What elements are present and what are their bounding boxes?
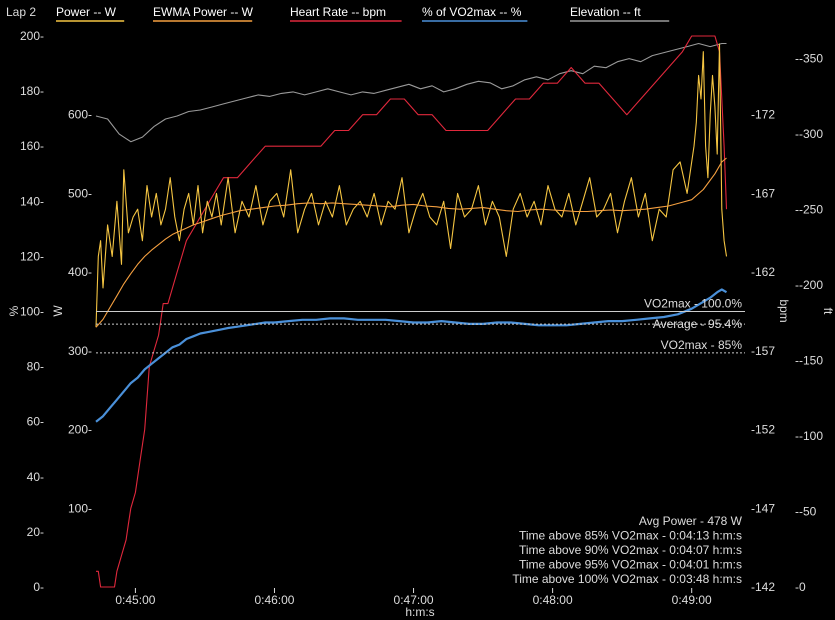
y-tick-label-elev: --200 bbox=[795, 278, 823, 292]
y-axis-label-elev: ft bbox=[821, 308, 835, 315]
y-tick-label-hr: -147 bbox=[751, 501, 775, 515]
series-line bbox=[95, 157, 727, 328]
legend-label: Power -- W bbox=[56, 5, 117, 19]
legend-label: Heart Rate -- bpm bbox=[290, 5, 386, 19]
annotation-text: Time above 95% VO2max - 0:04:01 h:m:s bbox=[519, 558, 742, 572]
legend-label: % of VO2max -- % bbox=[422, 5, 522, 19]
series-group bbox=[95, 35, 728, 588]
y-tick-label-elev: -0 bbox=[795, 580, 806, 594]
y-tick-label-power: 400- bbox=[68, 265, 92, 279]
legend: Power -- W EWMA Power -- W Heart Rate -- b… bbox=[56, 5, 670, 22]
y-tick-label-elev: --150 bbox=[795, 354, 823, 368]
reference-line-label: VO2max - 85% bbox=[661, 338, 743, 352]
series-line bbox=[95, 42, 727, 143]
x-tick-label: 0:48:00 bbox=[533, 593, 573, 607]
y-tick-label-pct: 80- bbox=[27, 360, 44, 374]
y-tick-label-hr: -162 bbox=[751, 265, 775, 279]
x-tick-label: 0:46:00 bbox=[254, 593, 294, 607]
x-tick-label: 0:49:00 bbox=[672, 593, 712, 607]
y-tick-label-pct: 140- bbox=[20, 194, 44, 208]
x-tick-label: 0:45:00 bbox=[115, 593, 155, 607]
y-tick-label-pct: 20- bbox=[27, 525, 44, 539]
y-tick-label-hr: -152 bbox=[751, 423, 775, 437]
y-tick-label-power: 300- bbox=[68, 344, 92, 358]
y-axis-label-hr: bpm bbox=[777, 299, 791, 322]
annotation-text: Avg Power - 478 W bbox=[639, 514, 743, 528]
reference-lines: VO2max - 100.0% Average - 95.4% VO2max - 8… bbox=[96, 297, 745, 354]
y-tick-label-pct: 60- bbox=[27, 415, 44, 429]
chart-title: Lap 2 bbox=[6, 5, 36, 19]
y-tick-label-elev: --300 bbox=[795, 127, 823, 141]
y-tick-label-hr: -167 bbox=[751, 186, 775, 200]
series-line bbox=[95, 288, 728, 423]
y-tick-label-pct: 200- bbox=[20, 29, 44, 43]
reference-line-label: VO2max - 100.0% bbox=[644, 297, 742, 311]
y-tick-label-power: 500- bbox=[68, 186, 92, 200]
y-tick-label-hr: -172 bbox=[751, 108, 775, 122]
series-line bbox=[96, 35, 728, 588]
axes: 0- 20- 40- 60- 80- 100- 120- 140- 160- 180- 200- 10… bbox=[7, 29, 835, 607]
y-axis-label-pct: % bbox=[7, 305, 21, 316]
y-tick-label-elev: --250 bbox=[795, 203, 823, 217]
y-tick-label-hr: -142 bbox=[751, 580, 775, 594]
y-tick-label-elev: --350 bbox=[795, 52, 823, 66]
y-tick-label-elev: --50 bbox=[795, 505, 817, 519]
y-tick-label-elev: --100 bbox=[795, 429, 823, 443]
y-tick-label-power: 200- bbox=[68, 423, 92, 437]
annotation-text: Time above 100% VO2max - 0:03:48 h:m:s bbox=[512, 572, 742, 586]
y-tick-label-power: 600- bbox=[68, 108, 92, 122]
y-tick-label-power: 100- bbox=[68, 501, 92, 515]
legend-label: EWMA Power -- W bbox=[153, 5, 254, 19]
annotation-text: Time above 90% VO2max - 0:04:07 h:m:s bbox=[519, 543, 742, 557]
annotation-text: Time above 85% VO2max - 0:04:13 h:m:s bbox=[519, 529, 742, 543]
y-tick-label-hr: -157 bbox=[751, 344, 775, 358]
x-axis-label: h:m:s bbox=[405, 605, 434, 619]
legend-label: Elevation -- ft bbox=[570, 5, 641, 19]
y-tick-label-pct: 180- bbox=[20, 84, 44, 98]
reference-line-label: Average - 95.4% bbox=[653, 317, 742, 331]
y-tick-label-pct: 40- bbox=[27, 470, 44, 484]
y-tick-label-pct: 100- bbox=[20, 305, 44, 319]
y-tick-label-pct: 160- bbox=[20, 139, 44, 153]
x-tick-label: 0:47:00 bbox=[394, 593, 434, 607]
y-axis-label-power: W bbox=[51, 305, 65, 317]
y-tick-label-pct: 120- bbox=[20, 249, 44, 263]
y-tick-label-pct: 0- bbox=[33, 580, 44, 594]
